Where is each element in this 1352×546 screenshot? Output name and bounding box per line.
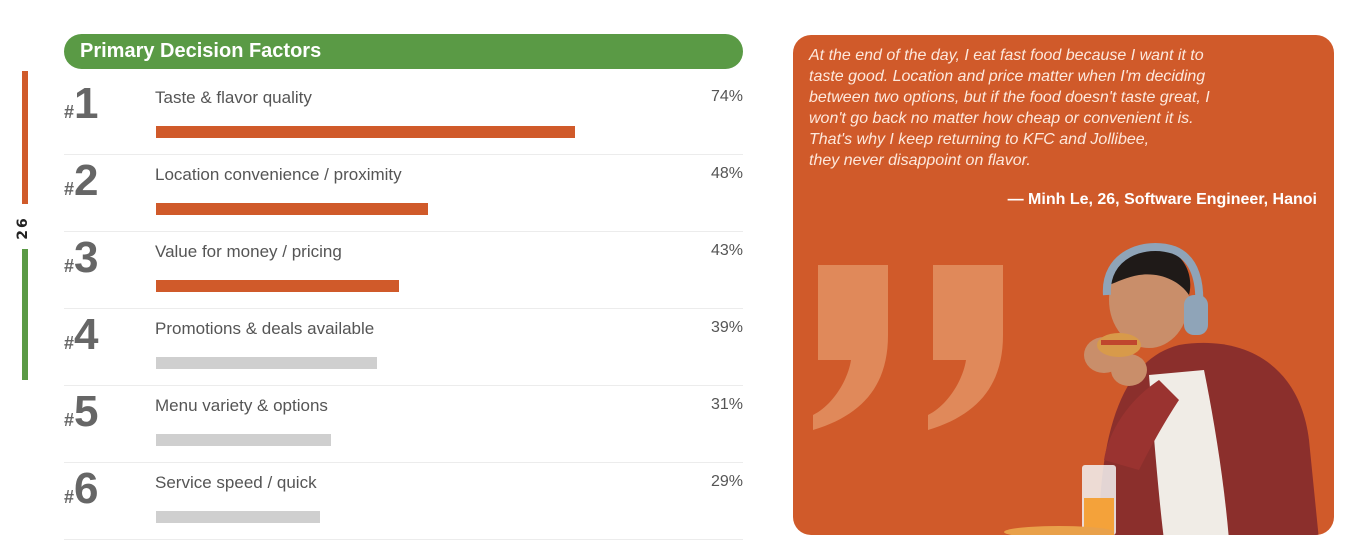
factor-label: Taste & flavor quality xyxy=(155,88,312,107)
factor-row: #5 Menu variety & options 31% xyxy=(64,386,743,463)
factor-row: #6 Service speed / quick 29% xyxy=(64,463,743,540)
factor-label: Value for money / pricing xyxy=(155,242,342,261)
rank-hash: # xyxy=(64,487,75,507)
factor-label: Menu variety & options xyxy=(155,396,328,415)
factor-row: #1 Taste & flavor quality 74% xyxy=(64,78,743,155)
factor-row: #3 Value for money / pricing 43% xyxy=(64,232,743,309)
page-side-bar-green xyxy=(22,249,28,380)
rank-label: #5 xyxy=(64,390,99,434)
rank-number: 3 xyxy=(74,233,99,282)
closing-quote-icon xyxy=(813,265,1003,430)
testimonial-quote: At the end of the day, I eat fast food b… xyxy=(809,47,1210,169)
rank-label: #3 xyxy=(64,236,99,280)
person-eating-sandwich-icon xyxy=(1004,243,1319,535)
factor-value-label: 31% xyxy=(710,396,743,413)
factor-row: #4 Promotions & deals available 39% xyxy=(64,309,743,386)
factor-label: Promotions & deals available xyxy=(155,319,375,338)
factor-value-label: 74% xyxy=(710,88,743,105)
factor-value-label: 29% xyxy=(710,473,743,490)
page-side-bar-orange xyxy=(22,71,28,204)
testimonial-attribution: — Minh Le, 26, Software Engineer, Hanoi xyxy=(1007,191,1317,208)
factor-bar xyxy=(156,203,428,215)
decision-factors-chart: #1 Taste & flavor quality 74% #2 Location co… xyxy=(64,78,743,540)
factor-value-label: 39% xyxy=(710,319,743,336)
rank-label: #1 xyxy=(64,82,99,126)
page-number: 26 xyxy=(15,216,31,240)
rank-number: 2 xyxy=(74,156,99,205)
rank-number: 1 xyxy=(74,79,99,128)
testimonial-card: At the end of the day, I eat fast food b… xyxy=(793,35,1334,535)
rank-label: #6 xyxy=(64,467,99,511)
rank-hash: # xyxy=(64,410,75,430)
factor-value-label: 48% xyxy=(710,165,743,182)
rank-number: 5 xyxy=(74,387,99,436)
factor-bar xyxy=(156,357,377,369)
factor-label: Location convenience / proximity xyxy=(155,165,402,184)
rank-hash: # xyxy=(64,256,75,276)
factor-bar xyxy=(156,511,321,523)
factor-bar xyxy=(156,126,575,138)
factors-header: Primary Decision Factors xyxy=(64,34,743,69)
factor-bar xyxy=(156,280,400,292)
rank-number: 6 xyxy=(74,464,99,513)
rank-number: 4 xyxy=(74,310,99,359)
rank-hash: # xyxy=(64,102,75,122)
factor-bar xyxy=(156,434,332,446)
factor-label: Service speed / quick xyxy=(155,473,317,492)
factor-value-label: 43% xyxy=(710,242,743,259)
factor-row: #2 Location convenience / proximity 48% xyxy=(64,155,743,232)
rank-label: #2 xyxy=(64,159,99,203)
rank-label: #4 xyxy=(64,313,99,357)
rank-hash: # xyxy=(64,179,75,199)
rank-hash: # xyxy=(64,333,75,353)
